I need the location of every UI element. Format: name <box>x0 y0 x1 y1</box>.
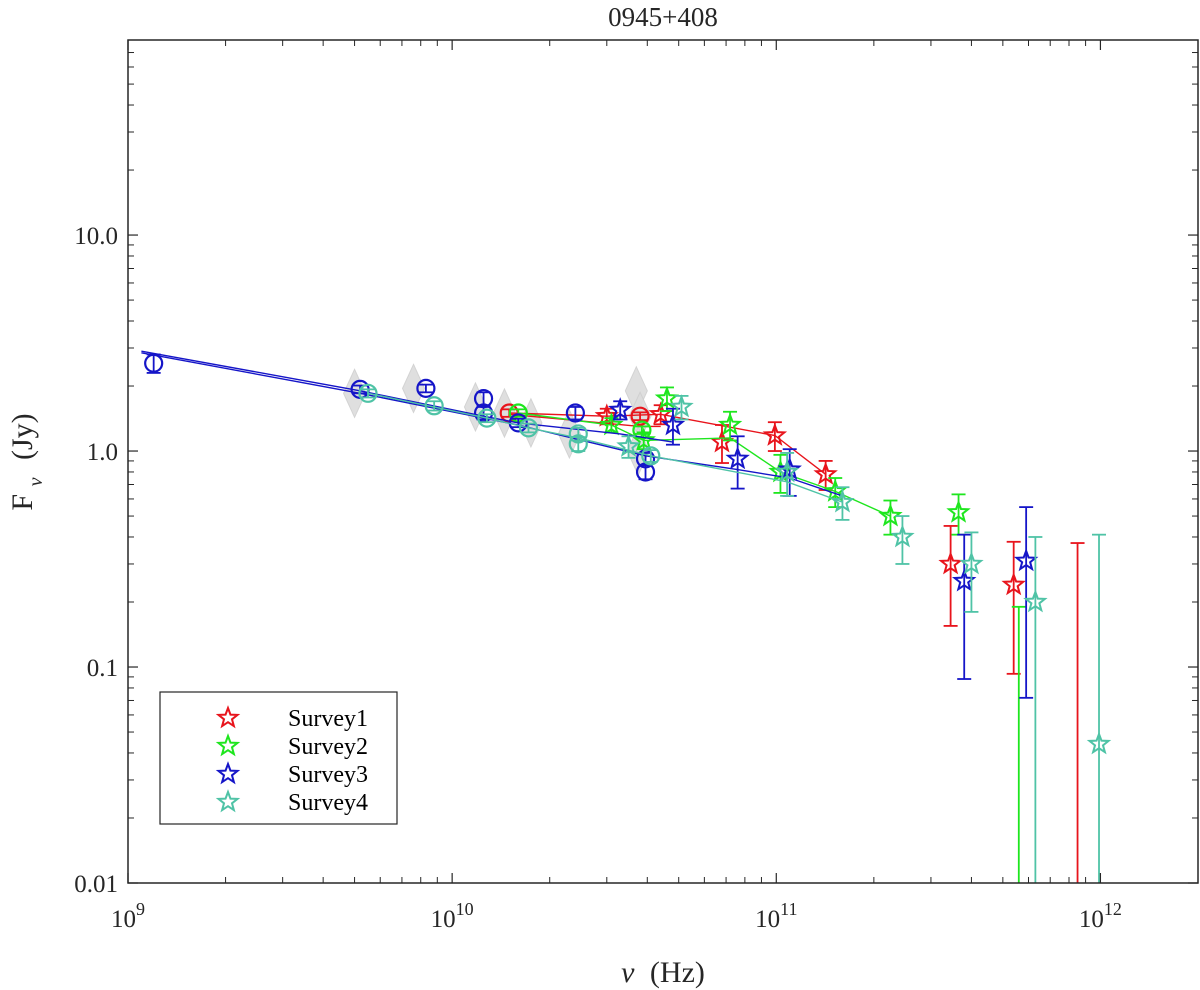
plot-frame <box>127 39 1199 884</box>
circle-marker <box>144 353 164 373</box>
star-marker <box>762 422 788 446</box>
star-marker <box>654 385 680 409</box>
x-tick-label-base: 10 <box>111 906 136 933</box>
star-marker <box>631 427 656 451</box>
star-marker <box>660 412 686 436</box>
legend-box <box>159 691 398 825</box>
x-axis-label-unit: (Hz) <box>650 956 705 989</box>
legend-star-icon <box>215 789 241 813</box>
circle-marker <box>632 420 652 440</box>
chart-title: 0945+408 <box>608 2 718 32</box>
x-tick-label: 1011 <box>755 899 797 933</box>
series-survey4 <box>358 383 1112 883</box>
legend-label: Survey1 <box>288 706 368 732</box>
star-marker <box>669 394 694 418</box>
star-marker <box>938 551 963 575</box>
circle-marker <box>565 403 585 423</box>
x-tick-label-base: 10 <box>1079 906 1104 933</box>
star-marker <box>607 397 633 421</box>
legend-label: Survey3 <box>288 762 368 788</box>
y-axis-label-unit: (Jy) <box>6 413 39 460</box>
x-axis-label-symbol: ν <box>621 956 635 989</box>
x-tick-label-exponent: 12 <box>1104 899 1122 919</box>
star-marker <box>594 403 620 427</box>
y-tick-label: 1.0 <box>87 439 118 466</box>
y-axis-label-sub: ν <box>25 477 47 486</box>
circle-marker <box>641 446 661 466</box>
series-layer <box>141 350 1112 883</box>
star-marker <box>813 461 838 485</box>
x-tick-label-base: 10 <box>755 906 780 933</box>
legend-star-icon <box>215 761 241 785</box>
x-tick-label-exponent: 10 <box>456 899 474 919</box>
circle-marker <box>630 406 650 426</box>
star-marker <box>777 456 802 481</box>
star-marker <box>946 499 971 523</box>
circle-marker <box>477 408 497 428</box>
circle-marker <box>416 378 436 398</box>
star-marker <box>1013 548 1039 572</box>
legend-star-icon <box>215 705 241 729</box>
star-marker <box>830 489 855 513</box>
circle-marker <box>424 396 444 416</box>
star-marker <box>959 551 984 575</box>
x-tick-label-exponent: 9 <box>136 899 145 919</box>
star-marker <box>774 459 800 483</box>
x-tick-label: 1010 <box>431 899 474 933</box>
star-marker <box>616 433 641 457</box>
y-axis-label: F ν (Jy) <box>6 413 49 510</box>
circle-marker <box>358 383 378 403</box>
y-tick-label: 10.0 <box>74 223 118 250</box>
star-marker <box>717 412 743 436</box>
x-axis-label: ν (Hz) <box>621 956 705 989</box>
y-tick-label: 0.01 <box>74 871 118 898</box>
circle-marker <box>518 418 539 438</box>
legend-label: Survey2 <box>288 734 368 760</box>
star-marker <box>878 503 903 527</box>
star-marker <box>1086 731 1112 755</box>
legend-star-icon <box>215 733 241 757</box>
y-tick-label: 0.1 <box>87 655 118 682</box>
x-tick-label: 109 <box>111 899 145 933</box>
x-tick-label: 1012 <box>1079 899 1122 933</box>
y-axis-label-main: F <box>6 494 39 511</box>
star-marker <box>1001 572 1026 596</box>
star-marker <box>1023 589 1048 613</box>
star-marker <box>599 412 624 436</box>
star-marker <box>725 446 750 470</box>
star-marker <box>890 524 915 548</box>
circle-marker <box>568 434 588 454</box>
x-tick-label-exponent: 11 <box>780 899 797 919</box>
legend-label: Survey4 <box>288 790 368 816</box>
x-tick-label-base: 10 <box>431 906 456 933</box>
